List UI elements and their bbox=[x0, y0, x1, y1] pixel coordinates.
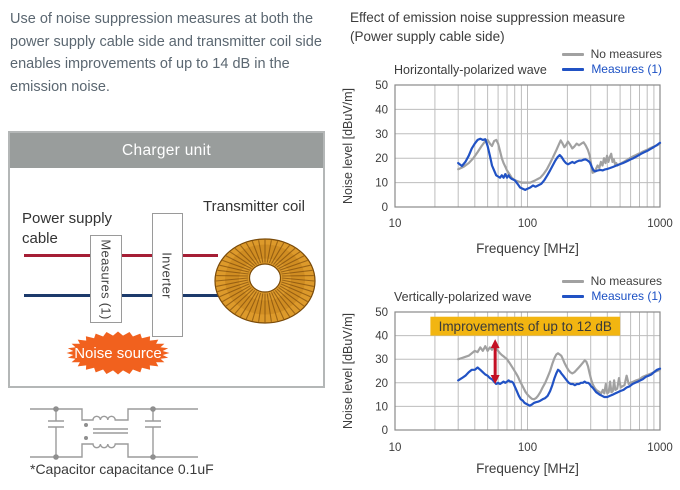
x-tick-label: 1000 bbox=[647, 218, 673, 230]
y-tick-label: 30 bbox=[375, 129, 388, 141]
no-measures-line-swatch bbox=[561, 52, 584, 56]
y-tick-label: 20 bbox=[375, 153, 388, 165]
measures-box: Measures (1) bbox=[90, 235, 122, 323]
coil-windings bbox=[215, 239, 315, 323]
schematic-wires bbox=[30, 408, 198, 458]
y-tick-label: 0 bbox=[382, 202, 388, 214]
legend-item-no-measures: No measures bbox=[561, 274, 662, 288]
legend-item-measures: Measures (1) bbox=[562, 62, 662, 76]
no-measures-label: No measures bbox=[590, 274, 662, 288]
coil-hole bbox=[248, 263, 282, 293]
y-axis-title: Noise level [dBuV/m] bbox=[341, 88, 355, 204]
series-no-measures-line bbox=[457, 344, 662, 401]
inverter-box-label: Inverter bbox=[160, 251, 176, 299]
arrow-head-down-icon bbox=[490, 374, 500, 384]
chart-h-subtitle: Horizontally-polarized wave bbox=[394, 63, 547, 77]
transmitter-coil-icon bbox=[214, 238, 316, 324]
transmitter-coil-label: Transmitter coil bbox=[203, 198, 305, 215]
series-measures-line bbox=[457, 137, 662, 192]
noise-source-badge: Noise source bbox=[66, 331, 170, 375]
chart-h-legend: No measures Measures (1) bbox=[561, 47, 662, 76]
y-axis-title: Noise level [dBuV/m] bbox=[341, 313, 355, 429]
y-tick-label: 20 bbox=[375, 378, 388, 390]
no-measures-line-swatch bbox=[561, 279, 584, 283]
legend-item-no-measures: No measures bbox=[561, 47, 662, 61]
legend-item-measures: Measures (1) bbox=[562, 289, 662, 303]
noise-source-label: Noise source bbox=[74, 344, 162, 362]
emi-filter-schematic bbox=[30, 406, 198, 460]
plot-frame bbox=[394, 311, 661, 431]
improvement-banner bbox=[430, 316, 621, 336]
improvement-banner-text: Improvements of up to 12 dB bbox=[439, 319, 612, 334]
y-tick-label: 10 bbox=[375, 178, 388, 190]
noise-source-starburst-icon bbox=[66, 331, 170, 375]
y-tick-label: 50 bbox=[375, 80, 388, 92]
top-rail-with-choke bbox=[30, 408, 198, 421]
measures-label: Measures (1) bbox=[591, 289, 662, 303]
arrow-head-up-icon bbox=[490, 339, 500, 349]
y-tick-label: 50 bbox=[375, 307, 388, 319]
chart-vertically-polarized: Improvements of up to 12 dB0102030405010… bbox=[341, 307, 673, 476]
measures-label: Measures (1) bbox=[591, 62, 662, 76]
intro-text: Use of noise suppression measures at bot… bbox=[10, 11, 322, 95]
charts-title-line1: Effect of emission noise suppression mea… bbox=[350, 10, 626, 25]
chart-v-subtitle: Vertically-polarized wave bbox=[394, 290, 532, 304]
y-tick-label: 40 bbox=[375, 331, 388, 343]
charger-unit-header: Charger unit bbox=[10, 133, 323, 168]
charts-title: Effect of emission noise suppression mea… bbox=[350, 9, 625, 47]
power-cable-line-blue bbox=[24, 294, 226, 297]
right-capacitor bbox=[145, 409, 161, 457]
charts-title-line2: (Power supply cable side) bbox=[350, 28, 505, 44]
plot-frame bbox=[394, 84, 661, 208]
choke-core-lines bbox=[93, 428, 128, 434]
x-axis-title: Frequency [MHz] bbox=[476, 461, 579, 476]
schematic-junction-dots bbox=[53, 406, 156, 460]
no-measures-label: No measures bbox=[590, 47, 662, 61]
capacitor-note: *Capacitor capacitance 0.1uF bbox=[30, 461, 214, 477]
chart-v-legend: No measures Measures (1) bbox=[561, 274, 662, 303]
x-tick-label: 1000 bbox=[647, 442, 673, 454]
measures-line-swatch bbox=[562, 294, 585, 298]
measures-box-label: Measures (1) bbox=[98, 238, 114, 320]
y-tick-label: 10 bbox=[375, 401, 388, 413]
y-tick-label: 30 bbox=[375, 354, 388, 366]
x-tick-label: 100 bbox=[518, 218, 537, 230]
y-tick-label: 0 bbox=[382, 425, 388, 437]
series-measures-line bbox=[457, 366, 662, 407]
left-capacitor bbox=[48, 409, 64, 457]
power-supply-cable-label: Power supply cable bbox=[22, 210, 113, 247]
x-axis-title: Frequency [MHz] bbox=[476, 241, 579, 256]
bottom-rail-with-choke bbox=[30, 443, 198, 458]
inverter-box: Inverter bbox=[152, 213, 183, 337]
x-tick-label: 100 bbox=[518, 442, 537, 454]
x-tick-label: 10 bbox=[389, 218, 402, 230]
charger-unit-diagram: Charger unit Power supply cable Transmit… bbox=[8, 131, 325, 388]
x-tick-label: 10 bbox=[389, 442, 402, 454]
measures-line-swatch bbox=[562, 67, 585, 71]
y-tick-label: 40 bbox=[375, 104, 388, 116]
starburst-shape bbox=[66, 331, 170, 375]
